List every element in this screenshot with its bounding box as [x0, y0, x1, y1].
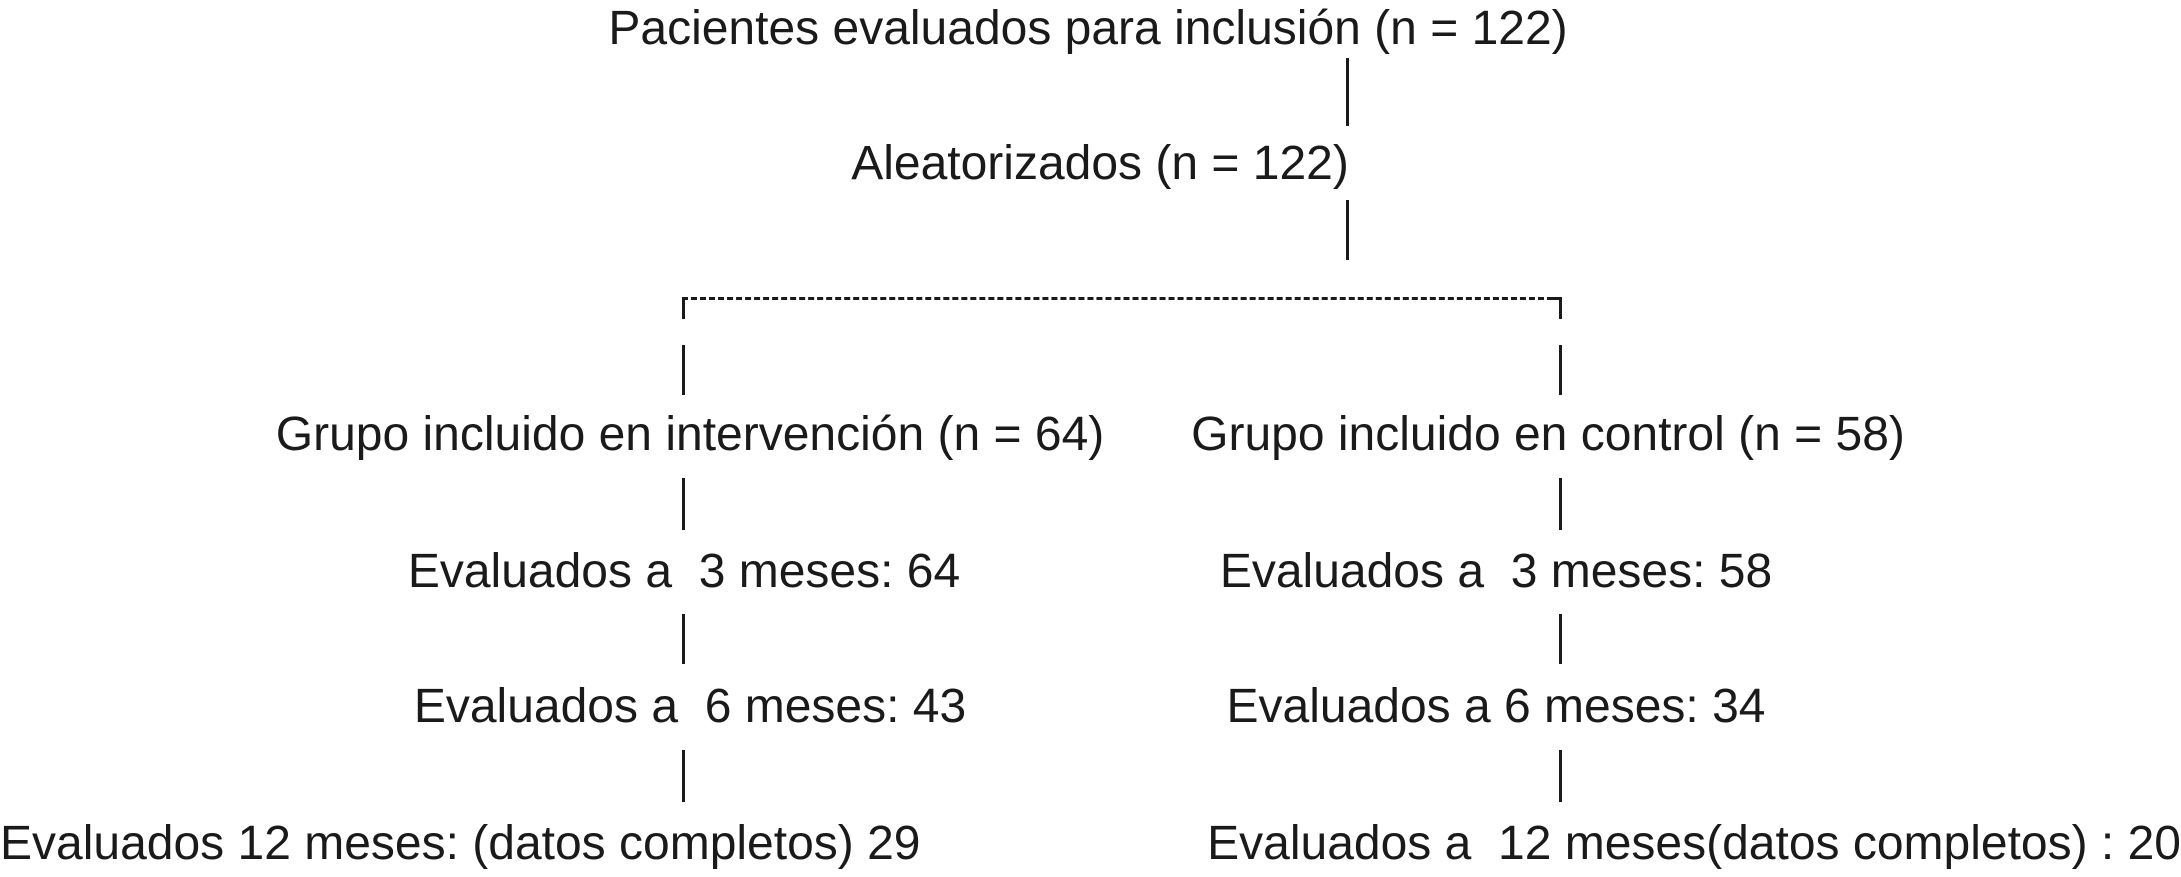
- intervention-group-node: Grupo incluido en intervención (n = 64): [275, 408, 1105, 461]
- connector-split-intervention: [682, 345, 685, 395]
- control-month3-node: Evaluados a 3 meses: 58: [1219, 545, 1773, 598]
- intervention-month3-node: Evaluados a 3 meses: 64: [407, 545, 961, 598]
- control-group-node: Grupo incluido en control (n = 58): [1191, 408, 1905, 461]
- connector-intervention-month12: [682, 750, 685, 802]
- control-month12-node: Evaluados a 12 meses(datos completos) : …: [1207, 817, 2181, 870]
- control-month6-node: Evaluados a 6 meses: 34: [1226, 680, 1766, 733]
- split-left-corner: [682, 297, 685, 319]
- connector-control-month3: [1559, 478, 1562, 530]
- connector-split-control: [1559, 345, 1562, 395]
- split-right-corner: [1559, 297, 1562, 319]
- connector-control-month12: [1559, 750, 1562, 802]
- connector-control-month6: [1559, 614, 1562, 664]
- split-right-cap: [1550, 297, 1562, 300]
- connector-intervention-month6: [682, 614, 685, 664]
- intervention-month12-node: Evaluados 12 meses: (datos completos) 29: [0, 817, 921, 870]
- connector-screening-randomized: [1346, 58, 1349, 126]
- connector-randomized-split: [1346, 200, 1349, 260]
- randomized-node: Aleatorizados (n = 122): [851, 137, 1349, 190]
- intervention-month6-node: Evaluados a 6 meses: 43: [413, 680, 967, 733]
- split-dashed-line: [682, 297, 1562, 300]
- screening-node: Pacientes evaluados para inclusión (n = …: [608, 2, 1568, 55]
- connector-intervention-month3: [682, 478, 685, 530]
